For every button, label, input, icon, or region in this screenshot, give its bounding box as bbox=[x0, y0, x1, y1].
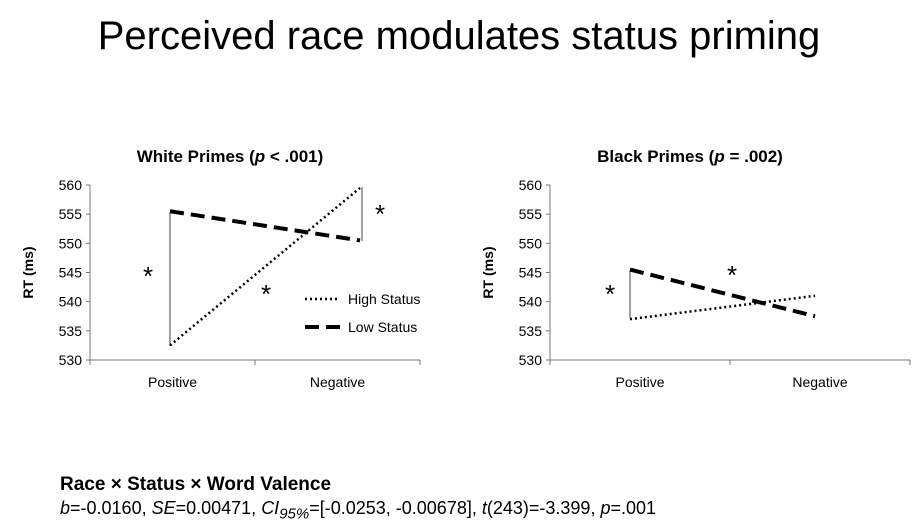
stats-heading: Race × Status × Word Valence bbox=[60, 474, 332, 495]
stats-line: b=-0.0160, SE=0.00471, CI95%=[-0.0253, -… bbox=[60, 498, 656, 523]
y-tick-label: 530 bbox=[59, 352, 83, 368]
y-tick-label: 550 bbox=[59, 235, 83, 251]
stat-se-label: SE bbox=[151, 498, 176, 518]
y-tick-label: 545 bbox=[519, 265, 543, 281]
significance-star: * bbox=[143, 261, 153, 291]
x-tick-label: Positive bbox=[148, 374, 197, 390]
y-tick-label: 560 bbox=[519, 177, 543, 193]
stat-b-value: =-0.0160, bbox=[70, 498, 152, 518]
stat-b-label: b bbox=[60, 498, 71, 518]
stat-ci-sub: 95% bbox=[279, 505, 310, 523]
series-line-low-status bbox=[629, 267, 816, 319]
y-tick-label: 550 bbox=[519, 235, 543, 251]
legend-label: Low Status bbox=[348, 319, 417, 335]
stat-se-value: =0.00471, bbox=[175, 498, 262, 518]
stat-p-label: p bbox=[600, 498, 611, 518]
y-tick-label: 555 bbox=[519, 206, 543, 222]
stat-p-value: =.001 bbox=[610, 498, 657, 518]
x-tick-label: Positive bbox=[615, 374, 664, 390]
page-title: Perceived race modulates status priming bbox=[97, 14, 821, 58]
stat-t-label: t bbox=[481, 498, 487, 518]
y-axis-label: RT (ms) bbox=[480, 246, 496, 298]
significance-star: * bbox=[727, 260, 737, 290]
y-tick-label: 535 bbox=[519, 323, 543, 339]
stat-ci-value: =[-0.0253, -0.00678], bbox=[309, 498, 482, 518]
chart-black-primes: Black Primes (p = .002) 530 535 540 545 550 55… bbox=[480, 147, 911, 390]
stat-t-value: (243)=-3.399, bbox=[486, 498, 601, 518]
y-tick-label: 560 bbox=[59, 177, 83, 193]
x-tick-label: Negative bbox=[792, 374, 847, 390]
stat-ci-label: CI bbox=[261, 498, 280, 518]
legend-label: High Status bbox=[348, 291, 420, 307]
y-tick-label: 540 bbox=[519, 294, 543, 310]
y-tick-label: 540 bbox=[59, 294, 83, 310]
chart-title: Black Primes (p = .002) bbox=[597, 147, 783, 166]
y-tick-label: 535 bbox=[59, 323, 83, 339]
significance-star: * bbox=[605, 279, 615, 309]
chart-white-primes: White Primes (p < .001) 530 535 540 545 550 55… bbox=[20, 147, 421, 390]
series-line-high-status bbox=[629, 294, 816, 321]
y-tick-label: 530 bbox=[519, 352, 543, 368]
x-tick-label: Negative bbox=[310, 374, 365, 390]
y-tick-label: 555 bbox=[59, 206, 83, 222]
y-axis-label: RT (ms) bbox=[20, 246, 36, 298]
significance-star: * bbox=[261, 279, 271, 309]
chart-title: White Primes (p < .001) bbox=[137, 147, 324, 166]
y-tick-label: 545 bbox=[59, 265, 83, 281]
charts-area: White Primes (p < .001) 530 535 540 545 550 55… bbox=[20, 147, 911, 390]
series-line-low-status bbox=[169, 209, 361, 243]
series-line-high-status bbox=[169, 186, 361, 347]
significance-star: * bbox=[375, 199, 385, 229]
